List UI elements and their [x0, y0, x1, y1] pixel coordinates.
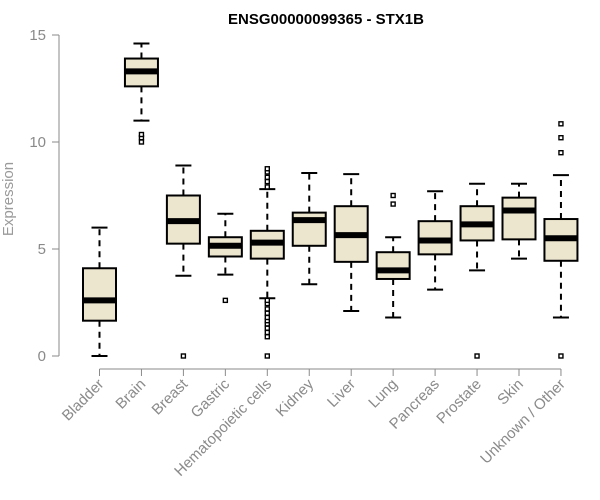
chart-title: ENSG00000099365 - STX1B: [228, 11, 424, 28]
iqr-box: [501, 196, 537, 241]
x-tick-label: Breast: [149, 375, 192, 418]
box-brain: [123, 42, 159, 145]
box-breast: [165, 164, 201, 359]
outlier-point: [264, 178, 270, 185]
outlier-point: [222, 297, 229, 304]
x-tick-label: Lung: [365, 376, 401, 412]
x-tick-label: Skin: [494, 376, 527, 409]
y-tick-label: 15: [29, 27, 46, 44]
outlier-point: [264, 174, 270, 181]
iqr-box: [82, 267, 117, 322]
boxes-group: [82, 42, 579, 359]
outlier-point: [390, 201, 396, 207]
outlier-point: [264, 184, 270, 190]
outlier-point: [390, 192, 396, 199]
outlier-point: [264, 310, 270, 316]
outlier-point: [264, 297, 270, 304]
outlier-point: [264, 329, 270, 336]
outlier-point: [474, 353, 480, 359]
box-kidney: [291, 172, 327, 286]
x-tick-label: Brain: [112, 376, 149, 413]
outlier-point: [264, 314, 270, 321]
y-tick-label: 10: [29, 134, 46, 151]
iqr-box: [375, 251, 411, 280]
outlier-point: [264, 166, 270, 172]
y-axis: 0 5 10 15: [29, 27, 60, 365]
box-skin: [501, 182, 537, 260]
box-bladder: [82, 226, 117, 357]
box-lung: [375, 192, 411, 319]
box-pancreas: [417, 190, 453, 291]
outlier-point: [264, 353, 270, 359]
y-axis-label: Expression: [0, 162, 17, 236]
x-tick-label: Bladder: [59, 376, 108, 425]
outlier-point: [264, 334, 270, 340]
outlier-point: [138, 131, 145, 138]
box-liver: [333, 173, 369, 313]
outlier-point: [558, 121, 564, 127]
outlier-point: [264, 325, 270, 331]
box-hematopoietic-cells: [249, 166, 285, 359]
outlier-point: [138, 139, 145, 145]
box-gastric: [207, 212, 243, 304]
y-tick-label: 0: [38, 348, 46, 365]
outlier-point: [180, 353, 187, 359]
x-tick-label: Liver: [324, 376, 359, 411]
x-tick-label: Prostate: [433, 376, 485, 428]
x-tick-label: Kidney: [273, 375, 318, 420]
outlier-point: [558, 353, 564, 359]
outlier-point: [264, 306, 270, 312]
box-prostate: [459, 182, 495, 359]
outlier-point: [558, 149, 564, 156]
y-tick-label: 5: [38, 241, 46, 258]
outlier-point: [558, 135, 564, 141]
box-unknown-other: [543, 121, 579, 359]
